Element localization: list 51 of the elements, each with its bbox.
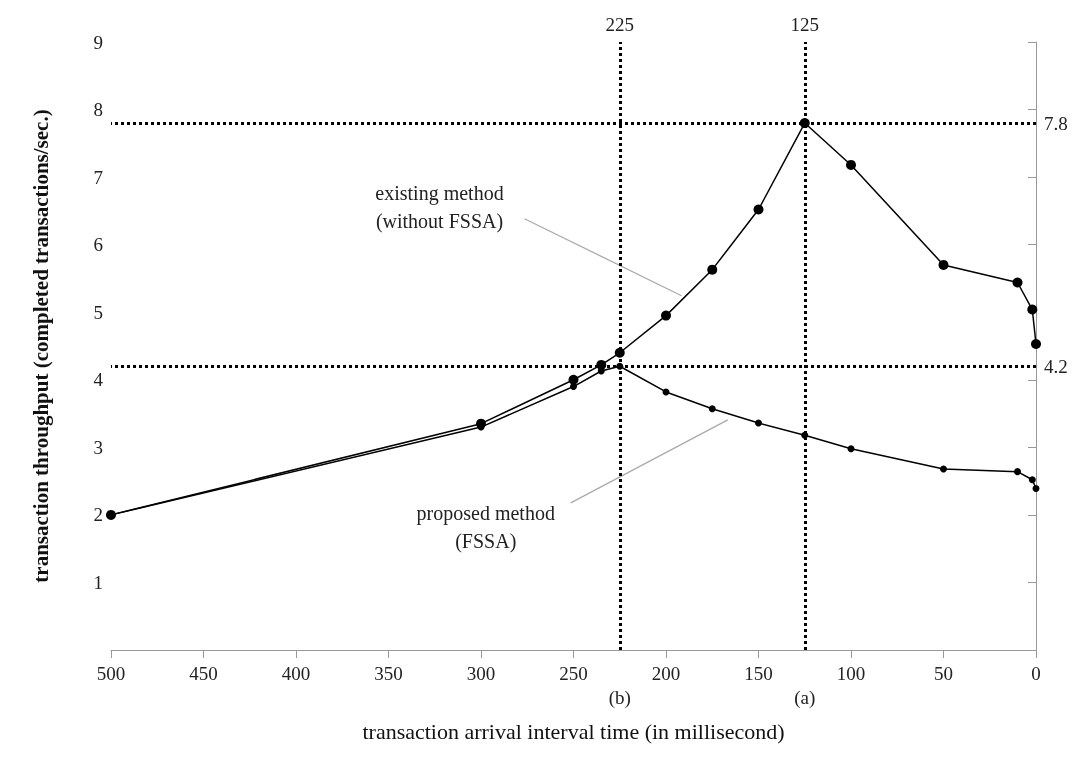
point [1027, 304, 1038, 315]
point [707, 264, 718, 275]
point [616, 362, 624, 370]
y-tick-label: 9 [93, 31, 103, 53]
x-tick-label: 400 [281, 663, 311, 684]
x-tick-label: 150 [744, 663, 773, 684]
x-tick-label: 300 [466, 663, 496, 684]
ref-line-label: 7.8 [1044, 112, 1068, 134]
y-tick-label: 3 [93, 436, 103, 458]
ref-line-label: 225 [605, 14, 634, 35]
x-tick-label: 0 [1031, 663, 1041, 684]
y-tick-label: 6 [93, 234, 103, 256]
point [568, 374, 579, 385]
x-tick-label: 250 [559, 663, 588, 684]
x-tick-label: 100 [836, 663, 866, 684]
point [1032, 485, 1040, 493]
point [661, 310, 671, 321]
ref-line-label: 125 [790, 14, 819, 35]
point [1012, 277, 1023, 288]
point [570, 383, 577, 391]
point [847, 445, 855, 453]
point [799, 118, 810, 129]
point [755, 419, 762, 427]
point [708, 405, 716, 413]
annotation: proposed method (FSSA) [416, 501, 555, 553]
y-tick-label: 2 [93, 504, 103, 526]
point [1014, 468, 1021, 476]
y-tick-label: 1 [93, 571, 103, 593]
x-tick-label: 500 [96, 663, 126, 684]
annotation: (a) [794, 687, 816, 709]
point [940, 465, 947, 473]
y-tick-label: 5 [93, 301, 103, 323]
point [801, 431, 809, 439]
annotation: existing method (without FSSA) [375, 181, 504, 233]
x-tick-label: 200 [651, 663, 681, 684]
point [846, 159, 856, 170]
x-tick-label: 450 [189, 663, 218, 684]
y-axis-title: transaction throughput (completed transactions/sec.) [28, 109, 53, 583]
x-tick-label: 50 [934, 663, 953, 684]
point [1031, 338, 1041, 349]
x-axis-title: transaction arrival interval time (in millisecond) [362, 718, 785, 744]
point [1028, 476, 1036, 484]
annotation: (b) [608, 687, 631, 709]
y-tick-label: 8 [93, 99, 103, 121]
point [938, 259, 949, 270]
point [614, 347, 625, 358]
ref-line-label: 4.2 [1044, 355, 1068, 377]
y-tick-label: 4 [93, 369, 104, 391]
y-tick-label: 7 [93, 166, 103, 188]
point [753, 204, 764, 215]
x-tick-label: 350 [374, 663, 403, 684]
